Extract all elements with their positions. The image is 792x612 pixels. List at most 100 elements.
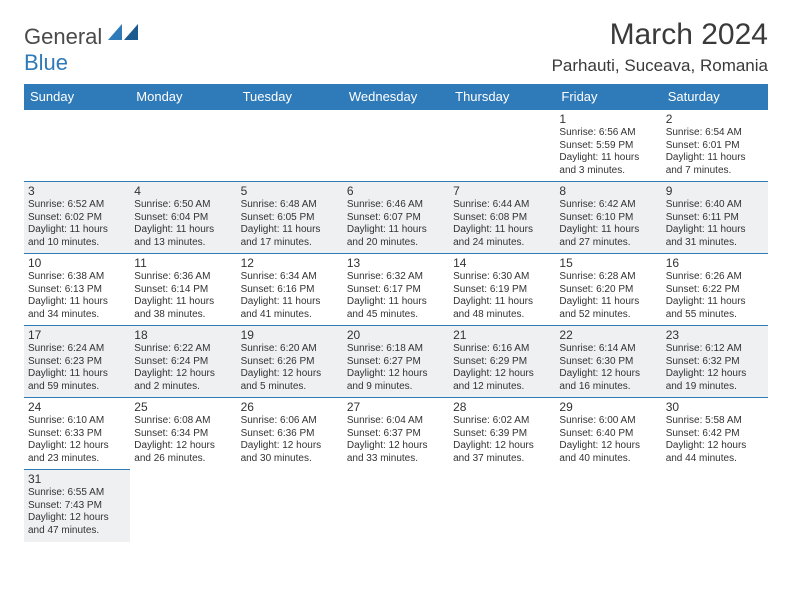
- sunset-text: Sunset: 6:26 PM: [241, 356, 339, 369]
- day-number: 1: [559, 110, 657, 127]
- logo: General Blue: [24, 18, 138, 76]
- calendar-cell: 3Sunrise: 6:52 AMSunset: 6:02 PMDaylight…: [24, 182, 130, 254]
- sunrise-text: Sunrise: 6:40 AM: [666, 199, 764, 212]
- calendar-cell: 15Sunrise: 6:28 AMSunset: 6:20 PMDayligh…: [555, 254, 661, 326]
- sunset-text: Sunset: 6:33 PM: [28, 428, 126, 441]
- calendar-cell: 21Sunrise: 6:16 AMSunset: 6:29 PMDayligh…: [449, 326, 555, 398]
- calendar-row: 1Sunrise: 6:56 AMSunset: 5:59 PMDaylight…: [24, 110, 768, 182]
- sunrise-text: Sunrise: 6:38 AM: [28, 271, 126, 284]
- sunset-text: Sunset: 6:05 PM: [241, 212, 339, 225]
- sunset-text: Sunset: 6:42 PM: [666, 428, 764, 441]
- sunset-text: Sunset: 6:39 PM: [453, 428, 551, 441]
- calendar-row: 17Sunrise: 6:24 AMSunset: 6:23 PMDayligh…: [24, 326, 768, 398]
- sunset-text: Sunset: 7:43 PM: [28, 500, 126, 513]
- sunset-text: Sunset: 6:08 PM: [453, 212, 551, 225]
- daylight-text: Daylight: 11 hours and 31 minutes.: [666, 224, 764, 249]
- daylight-text: Daylight: 12 hours and 19 minutes.: [666, 368, 764, 393]
- sunrise-text: Sunrise: 6:34 AM: [241, 271, 339, 284]
- calendar-cell: [555, 470, 661, 542]
- sunset-text: Sunset: 6:14 PM: [134, 284, 232, 297]
- sunrise-text: Sunrise: 6:08 AM: [134, 415, 232, 428]
- sunset-text: Sunset: 6:23 PM: [28, 356, 126, 369]
- calendar-cell: 22Sunrise: 6:14 AMSunset: 6:30 PMDayligh…: [555, 326, 661, 398]
- day-header: Wednesday: [343, 84, 449, 110]
- sunrise-text: Sunrise: 6:32 AM: [347, 271, 445, 284]
- calendar-row: 24Sunrise: 6:10 AMSunset: 6:33 PMDayligh…: [24, 398, 768, 470]
- daylight-text: Daylight: 11 hours and 7 minutes.: [666, 152, 764, 177]
- sunset-text: Sunset: 6:16 PM: [241, 284, 339, 297]
- calendar-cell: [130, 470, 236, 542]
- calendar-cell: 23Sunrise: 6:12 AMSunset: 6:32 PMDayligh…: [662, 326, 768, 398]
- sunrise-text: Sunrise: 6:14 AM: [559, 343, 657, 356]
- daylight-text: Daylight: 11 hours and 17 minutes.: [241, 224, 339, 249]
- sunrise-text: Sunrise: 6:48 AM: [241, 199, 339, 212]
- sunrise-text: Sunrise: 6:04 AM: [347, 415, 445, 428]
- daylight-text: Daylight: 12 hours and 40 minutes.: [559, 440, 657, 465]
- sunrise-text: Sunrise: 6:44 AM: [453, 199, 551, 212]
- calendar-cell: [130, 110, 236, 182]
- sunset-text: Sunset: 6:10 PM: [559, 212, 657, 225]
- daylight-text: Daylight: 11 hours and 34 minutes.: [28, 296, 126, 321]
- daylight-text: Daylight: 11 hours and 52 minutes.: [559, 296, 657, 321]
- sunset-text: Sunset: 6:02 PM: [28, 212, 126, 225]
- sunrise-text: Sunrise: 6:06 AM: [241, 415, 339, 428]
- calendar-cell: 27Sunrise: 6:04 AMSunset: 6:37 PMDayligh…: [343, 398, 449, 470]
- sunrise-text: Sunrise: 6:12 AM: [666, 343, 764, 356]
- sunrise-text: Sunrise: 6:56 AM: [559, 127, 657, 140]
- sunset-text: Sunset: 6:01 PM: [666, 140, 764, 153]
- day-number: 12: [241, 254, 339, 271]
- daylight-text: Daylight: 11 hours and 45 minutes.: [347, 296, 445, 321]
- calendar-cell: [237, 470, 343, 542]
- logo-text-part2: Blue: [24, 50, 68, 75]
- page-title: March 2024: [552, 18, 768, 52]
- day-number: 6: [347, 182, 445, 199]
- sunrise-text: Sunrise: 6:16 AM: [453, 343, 551, 356]
- day-header-row: SundayMondayTuesdayWednesdayThursdayFrid…: [24, 84, 768, 110]
- calendar-cell: 30Sunrise: 5:58 AMSunset: 6:42 PMDayligh…: [662, 398, 768, 470]
- day-header: Thursday: [449, 84, 555, 110]
- calendar-table: SundayMondayTuesdayWednesdayThursdayFrid…: [24, 84, 768, 542]
- calendar-cell: [237, 110, 343, 182]
- daylight-text: Daylight: 12 hours and 44 minutes.: [666, 440, 764, 465]
- calendar-cell: 17Sunrise: 6:24 AMSunset: 6:23 PMDayligh…: [24, 326, 130, 398]
- day-number: 2: [666, 110, 764, 127]
- calendar-cell: [662, 470, 768, 542]
- daylight-text: Daylight: 12 hours and 47 minutes.: [28, 512, 126, 537]
- day-number: 22: [559, 326, 657, 343]
- sunset-text: Sunset: 6:27 PM: [347, 356, 445, 369]
- sunrise-text: Sunrise: 6:22 AM: [134, 343, 232, 356]
- daylight-text: Daylight: 11 hours and 3 minutes.: [559, 152, 657, 177]
- day-number: 29: [559, 398, 657, 415]
- sunset-text: Sunset: 6:11 PM: [666, 212, 764, 225]
- day-header: Monday: [130, 84, 236, 110]
- sunset-text: Sunset: 5:59 PM: [559, 140, 657, 153]
- day-number: 20: [347, 326, 445, 343]
- daylight-text: Daylight: 11 hours and 27 minutes.: [559, 224, 657, 249]
- calendar-cell: 8Sunrise: 6:42 AMSunset: 6:10 PMDaylight…: [555, 182, 661, 254]
- daylight-text: Daylight: 12 hours and 26 minutes.: [134, 440, 232, 465]
- day-number: 25: [134, 398, 232, 415]
- sunrise-text: Sunrise: 6:55 AM: [28, 487, 126, 500]
- sunset-text: Sunset: 6:22 PM: [666, 284, 764, 297]
- calendar-cell: 14Sunrise: 6:30 AMSunset: 6:19 PMDayligh…: [449, 254, 555, 326]
- daylight-text: Daylight: 12 hours and 5 minutes.: [241, 368, 339, 393]
- day-number: 14: [453, 254, 551, 271]
- daylight-text: Daylight: 12 hours and 12 minutes.: [453, 368, 551, 393]
- daylight-text: Daylight: 12 hours and 23 minutes.: [28, 440, 126, 465]
- calendar-cell: 9Sunrise: 6:40 AMSunset: 6:11 PMDaylight…: [662, 182, 768, 254]
- calendar-cell: 6Sunrise: 6:46 AMSunset: 6:07 PMDaylight…: [343, 182, 449, 254]
- calendar-cell: [343, 470, 449, 542]
- calendar-cell: 28Sunrise: 6:02 AMSunset: 6:39 PMDayligh…: [449, 398, 555, 470]
- sail-icon: [108, 24, 138, 40]
- calendar-cell: 12Sunrise: 6:34 AMSunset: 6:16 PMDayligh…: [237, 254, 343, 326]
- sunset-text: Sunset: 6:13 PM: [28, 284, 126, 297]
- day-number: 5: [241, 182, 339, 199]
- calendar-cell: 5Sunrise: 6:48 AMSunset: 6:05 PMDaylight…: [237, 182, 343, 254]
- sunset-text: Sunset: 6:07 PM: [347, 212, 445, 225]
- sunrise-text: Sunrise: 6:52 AM: [28, 199, 126, 212]
- daylight-text: Daylight: 11 hours and 59 minutes.: [28, 368, 126, 393]
- calendar-cell: 26Sunrise: 6:06 AMSunset: 6:36 PMDayligh…: [237, 398, 343, 470]
- day-number: 31: [28, 470, 126, 487]
- day-number: 15: [559, 254, 657, 271]
- calendar-cell: 7Sunrise: 6:44 AMSunset: 6:08 PMDaylight…: [449, 182, 555, 254]
